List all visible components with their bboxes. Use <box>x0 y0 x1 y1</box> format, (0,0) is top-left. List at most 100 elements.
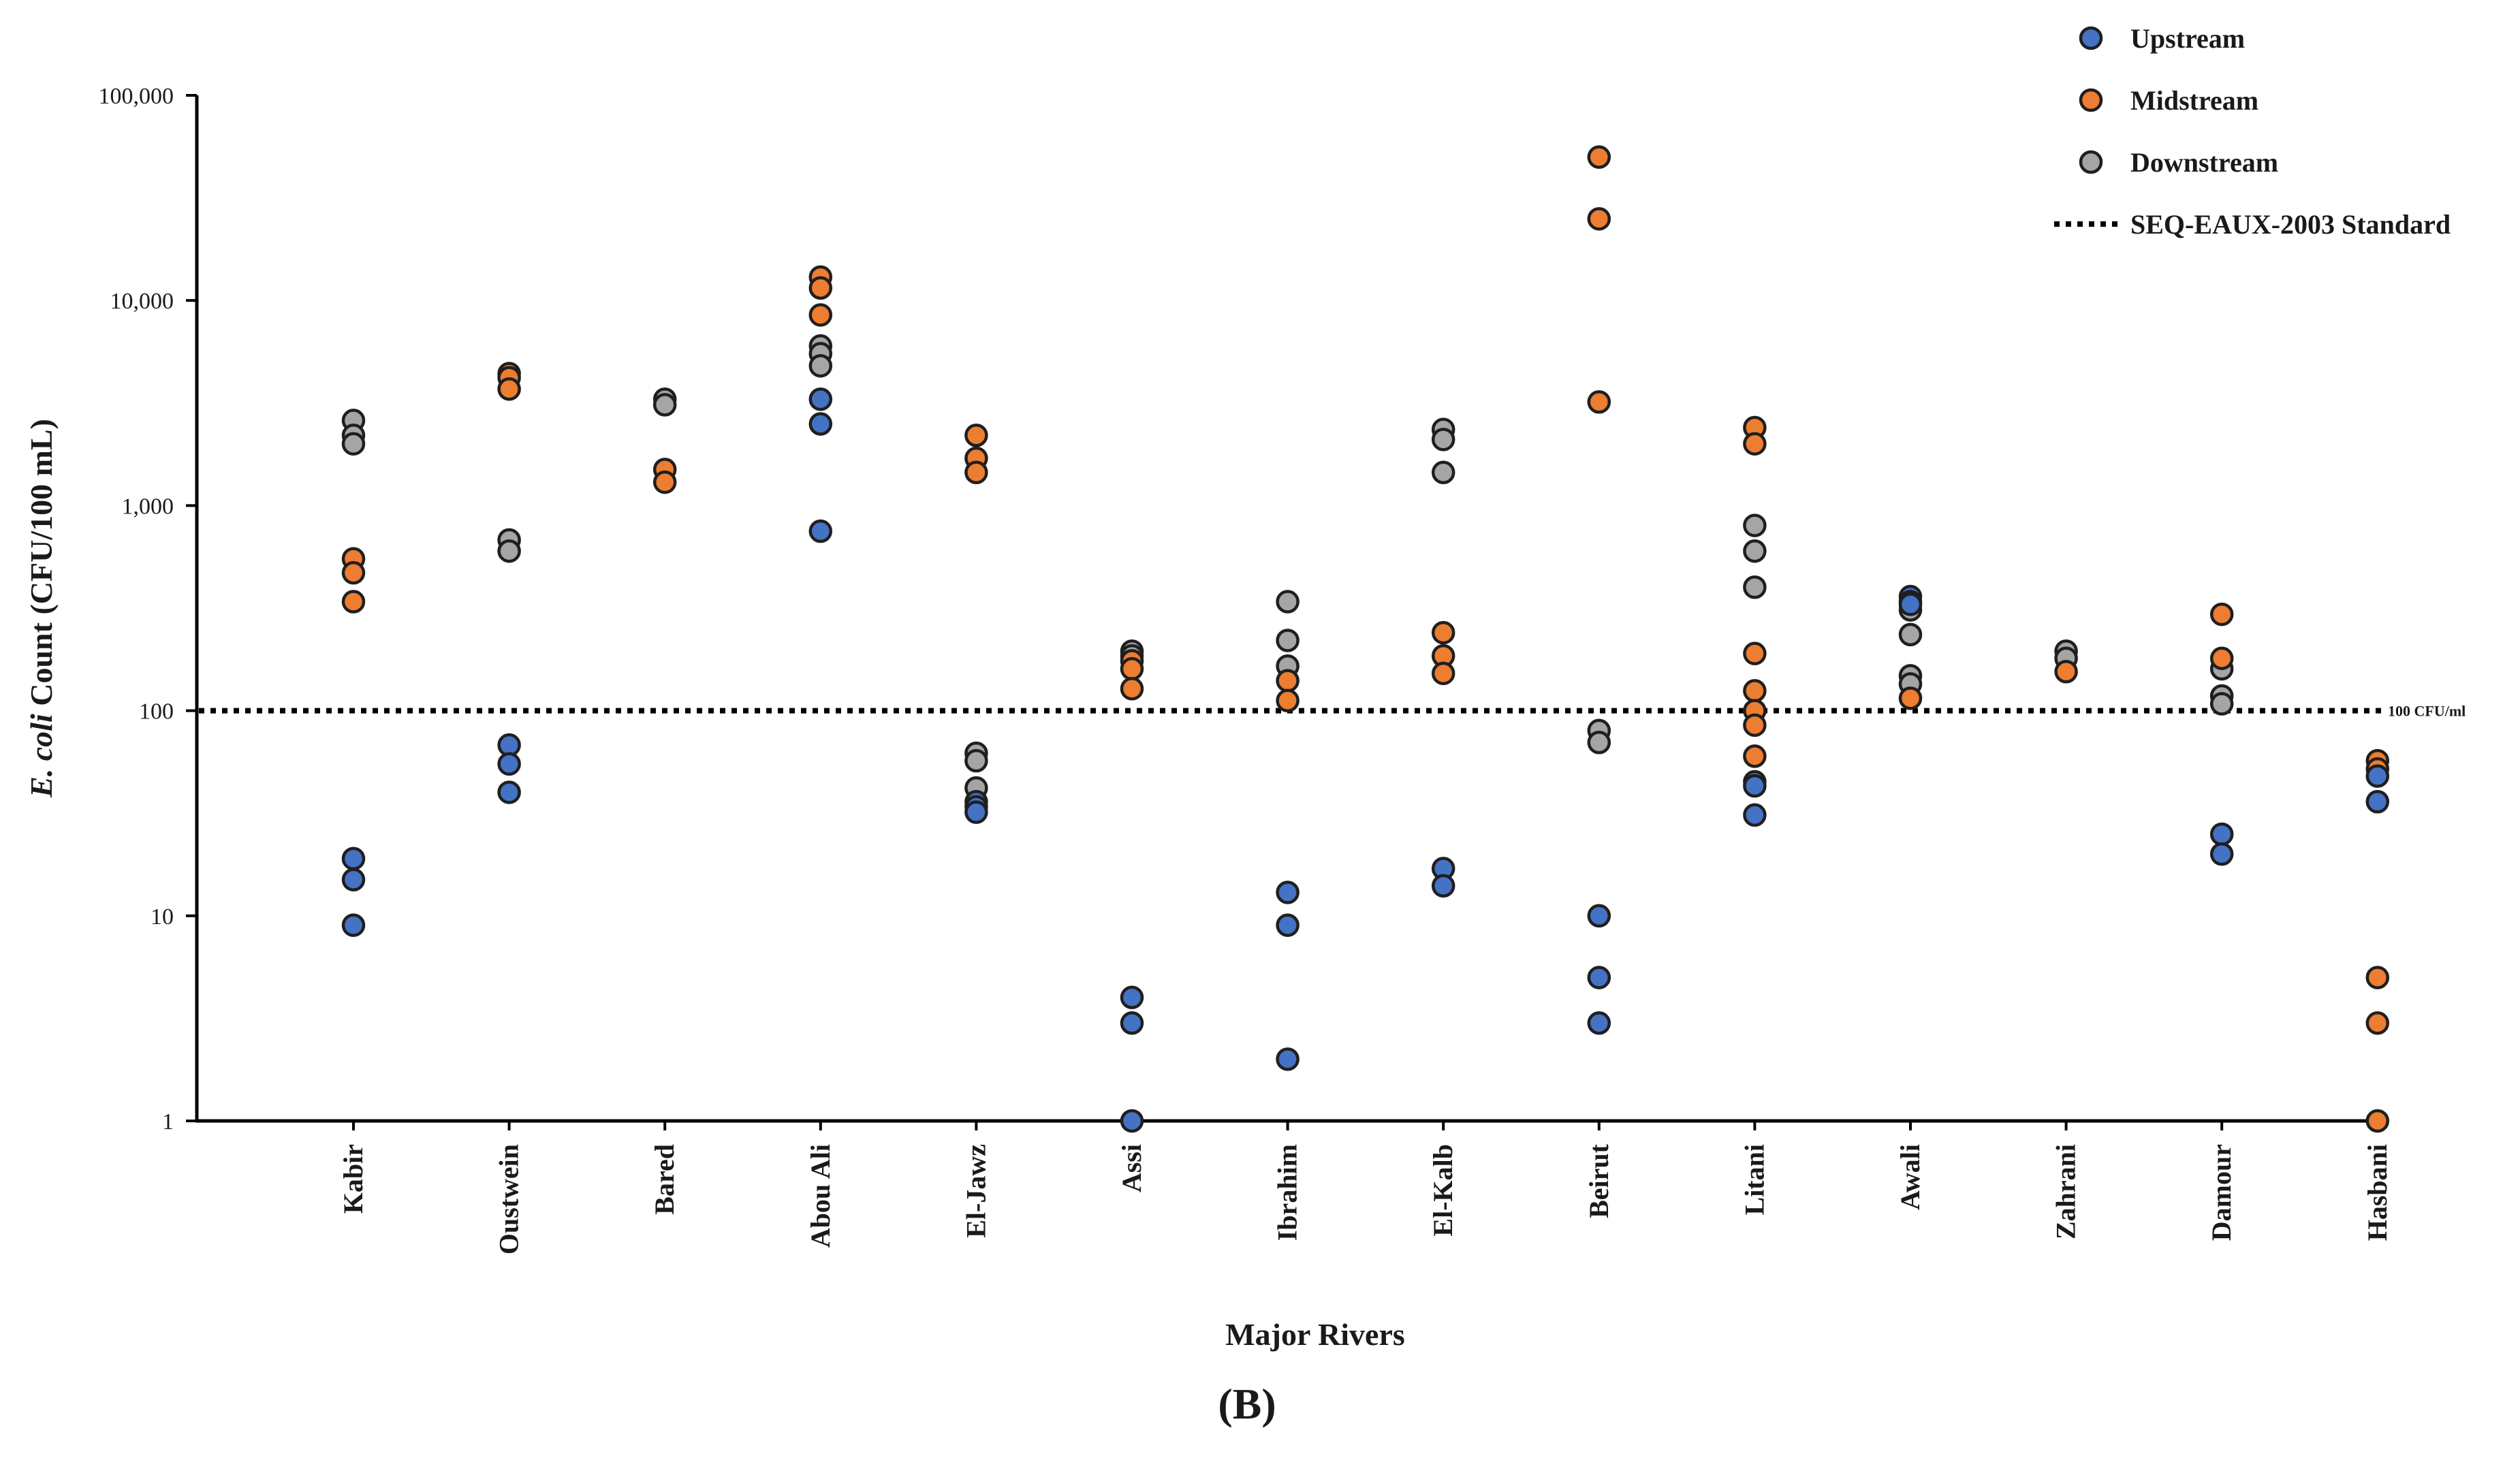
legend-label: Midstream <box>2130 85 2258 116</box>
midstream-point <box>1743 744 1767 768</box>
upstream-point <box>2365 764 2390 788</box>
upstream-point <box>1276 913 1300 937</box>
x-tick-label: El-Jawz <box>960 1144 991 1238</box>
legend-marker-upstream <box>2079 26 2103 50</box>
midstream-point <box>497 377 521 401</box>
downstream-point <box>808 353 833 378</box>
upstream-point <box>341 913 366 937</box>
midstream-point <box>1587 207 1611 231</box>
upstream-point <box>497 752 521 776</box>
midstream-point <box>2365 966 2390 989</box>
midstream-point <box>2365 1011 2390 1035</box>
x-tick-label: Hasbani <box>2362 1144 2393 1241</box>
midstream-point <box>1898 686 1923 710</box>
upstream-point <box>808 412 833 436</box>
downstream-point <box>652 393 677 417</box>
downstream-point <box>1276 629 1300 652</box>
upstream-point <box>2209 842 2234 866</box>
x-tick-label: Abou Ali <box>805 1144 836 1248</box>
upstream-point <box>1743 803 1767 827</box>
downstream-point <box>1431 428 1455 451</box>
midstream-point <box>1431 620 1455 645</box>
midstream-point <box>2054 660 2078 684</box>
upstream-point <box>808 519 833 543</box>
y-tick-label: 10 <box>151 904 174 930</box>
downstream-point <box>1743 575 1767 599</box>
y-axis-title: E. coli Count (CFU/100 mL) <box>24 419 59 798</box>
y-tick-label: 1 <box>162 1109 174 1135</box>
midstream-point <box>341 590 366 614</box>
upstream-point <box>1587 1011 1611 1035</box>
midstream-point <box>1743 713 1767 738</box>
midstream-point <box>1743 641 1767 665</box>
midstream-point <box>1431 661 1455 686</box>
y-axis-title-rest: Count (CFU/100 mL) <box>24 419 59 714</box>
x-tick-label: Assi <box>1116 1144 1147 1192</box>
upstream-point <box>1276 881 1300 904</box>
y-ticks: 1 10 100 1,000 10,000 100,000 <box>99 84 197 1135</box>
upstream-point <box>341 868 366 892</box>
downstream-point <box>1743 513 1767 537</box>
midstream-point <box>808 276 833 300</box>
y-axis-title-italic: E. coli <box>24 714 59 798</box>
y-tick-label: 100,000 <box>99 84 174 109</box>
midstream-point <box>1587 390 1611 414</box>
x-tick-label: Kabir <box>338 1144 368 1214</box>
midstream-point <box>2209 646 2234 670</box>
reference-line-label: 100 CFU/ml <box>2388 703 2466 720</box>
midstream-point <box>652 470 677 494</box>
midstream-point <box>341 560 366 585</box>
x-tick-label: Awali <box>1895 1144 1925 1210</box>
upstream-point <box>1120 985 1144 1009</box>
panel-label: (B) <box>1218 1380 1276 1428</box>
data-points <box>341 145 2390 1133</box>
upstream-point <box>1431 874 1455 898</box>
upstream-point <box>497 780 521 804</box>
midstream-point <box>808 303 833 327</box>
x-axis-title: Major Rivers <box>1225 1317 1405 1352</box>
downstream-point <box>964 748 988 773</box>
x-tick-label: Zahrani <box>2051 1144 2081 1239</box>
reference-line-group: 100 CFU/ml <box>199 703 2466 720</box>
x-tick-label: Beirut <box>1584 1143 1614 1218</box>
upstream-point <box>341 846 366 871</box>
upstream-point <box>1120 1109 1144 1133</box>
upstream-point <box>2209 822 2234 846</box>
y-tick-label: 10,000 <box>110 289 174 314</box>
x-ticks: Kabir Oustwein Bared Abou Ali El-Jawz Assi Ibr… <box>338 1121 2393 1254</box>
midstream-point <box>964 460 988 485</box>
midstream-point <box>1120 656 1144 681</box>
x-tick-label: El-Kalb <box>1428 1144 1458 1237</box>
midstream-point <box>1743 432 1767 456</box>
upstream-point <box>1120 1011 1144 1035</box>
upstream-point <box>1587 904 1611 928</box>
upstream-point <box>808 387 833 411</box>
downstream-point <box>1276 590 1300 614</box>
downstream-point <box>497 539 521 563</box>
x-tick-label: Ibrahim <box>1272 1144 1303 1241</box>
upstream-point <box>497 733 521 757</box>
legend: Upstream Midstream Downstream SEQ-EAUX-2003… <box>2054 23 2451 240</box>
upstream-point <box>2365 789 2390 814</box>
downstream-point <box>341 432 366 456</box>
midstream-point <box>1276 669 1300 693</box>
downstream-point <box>1587 731 1611 755</box>
legend-marker-midstream <box>2079 88 2103 112</box>
upstream-point <box>1898 592 1923 616</box>
midstream-point <box>2365 1109 2390 1133</box>
x-tick-label: Damour <box>2206 1144 2237 1241</box>
downstream-point <box>1431 460 1455 485</box>
downstream-point <box>1898 622 1923 647</box>
midstream-point <box>1276 688 1300 713</box>
midstream-point <box>964 424 988 447</box>
legend-label: SEQ-EAUX-2003 Standard <box>2130 209 2451 240</box>
upstream-point <box>1276 1047 1300 1071</box>
midstream-point <box>1743 679 1767 703</box>
upstream-point <box>1743 774 1767 798</box>
x-tick-label: Bared <box>649 1144 680 1215</box>
downstream-point <box>1743 539 1767 563</box>
y-tick-label: 1,000 <box>122 494 174 519</box>
upstream-point <box>964 800 988 824</box>
midstream-point <box>1587 145 1611 169</box>
